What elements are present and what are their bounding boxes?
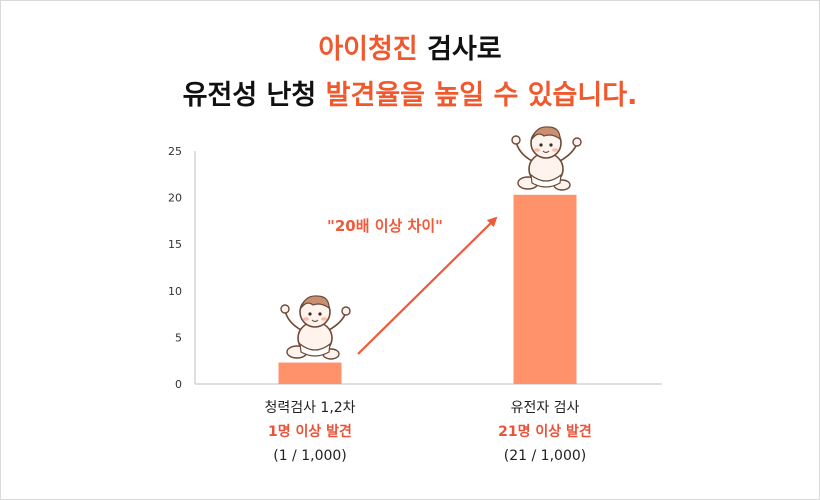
category-ratio: (1 / 1,000) xyxy=(273,448,347,464)
trend-arrow xyxy=(357,216,498,355)
x-category-label-0: 청력검사 1,2차 1명 이상 발견 (1 / 1,000) xyxy=(200,396,420,468)
bars-group xyxy=(278,194,577,384)
difference-annotation: "20배 이상 차이" xyxy=(327,217,443,235)
category-count: 1명 이상 발견 xyxy=(268,424,352,440)
y-tick-label: 20 xyxy=(168,192,182,205)
category-name: 청력검사 1,2차 xyxy=(264,400,356,416)
title-suffix: 검사로 xyxy=(417,34,502,65)
page-title-line-1: 아이청진 검사로 xyxy=(0,27,820,66)
y-tick-label: 10 xyxy=(168,285,182,298)
x-category-label-1: 유전자 검사 21명 이상 발견 (21 / 1,000) xyxy=(435,396,655,468)
title-accent-detection-rate: 발견율을 높일 수 있습니다. xyxy=(325,80,638,111)
bar-1 xyxy=(513,194,577,384)
bar-0 xyxy=(278,362,342,384)
baby-illustration-small xyxy=(280,295,351,360)
y-tick-label: 5 xyxy=(175,331,182,344)
title-prefix: 유전성 난청 xyxy=(182,80,326,111)
y-tick-label: 0 xyxy=(175,378,182,391)
y-tick-label: 15 xyxy=(168,238,182,251)
category-count: 21명 이상 발견 xyxy=(498,424,592,440)
y-tick-label: 25 xyxy=(168,145,182,158)
category-name: 유전자 검사 xyxy=(510,400,580,416)
page-title-line-2: 유전성 난청 발견율을 높일 수 있습니다. xyxy=(0,73,820,112)
category-ratio: (21 / 1,000) xyxy=(503,448,587,464)
baby-illustration-large xyxy=(511,126,582,191)
title-accent-ai-cheongjin: 아이청진 xyxy=(318,34,418,65)
y-axis-ticks: 0 5 10 15 20 25 xyxy=(168,145,182,391)
